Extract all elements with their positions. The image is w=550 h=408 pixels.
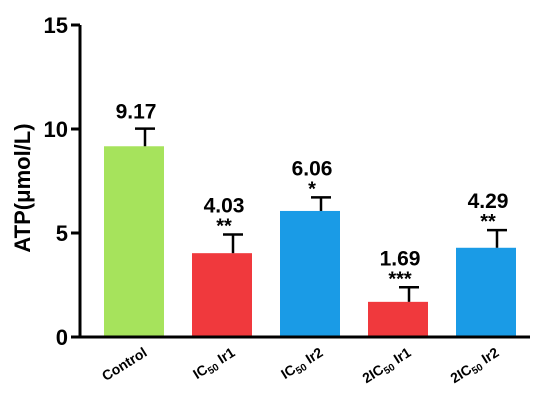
- value-labels: 9.17**4.03*6.06***1.69**4.29: [116, 101, 509, 291]
- x-tick-text: Control: [99, 344, 150, 384]
- x-tick-label: Control: [99, 344, 150, 384]
- data-label: 6.06: [292, 157, 333, 180]
- significance-label: **: [216, 215, 232, 237]
- data-label: 4.29: [468, 190, 509, 213]
- y-axis-label: ATP(μmol/L): [10, 123, 35, 252]
- x-tick-label: IC50 Ir2: [278, 344, 327, 385]
- x-tick-label: 2IC50 Ir2: [447, 344, 503, 389]
- data-label: 4.03: [204, 194, 245, 217]
- significance-label: **: [480, 211, 496, 233]
- bars: [104, 146, 516, 337]
- x-axis: Control IC50 Ir1 IC50 Ir2 2IC50 Ir1 2IC50 Ir…: [80, 335, 530, 389]
- bar: [280, 210, 340, 337]
- x-tick-text: 2IC: [359, 361, 386, 386]
- y-axis: 0 5 10 15: [44, 13, 82, 350]
- y-tick-label: 10: [44, 117, 68, 142]
- x-tick-label: IC50 Ir1: [190, 344, 239, 385]
- y-tick-label: 0: [56, 325, 68, 350]
- data-label: 9.17: [116, 101, 157, 124]
- y-tick-label: 15: [44, 13, 68, 38]
- significance-label: ***: [388, 268, 412, 290]
- x-tick-label: 2IC50 Ir1: [359, 344, 415, 389]
- bar: [104, 146, 164, 337]
- y-tick-label: 5: [56, 221, 68, 246]
- bar: [456, 247, 516, 337]
- x-tick-text: 2IC: [447, 361, 474, 386]
- bar: [368, 301, 428, 337]
- bar: [192, 253, 252, 337]
- error-bars: [135, 127, 507, 302]
- data-label: 1.69: [380, 247, 421, 270]
- significance-label: *: [308, 178, 316, 200]
